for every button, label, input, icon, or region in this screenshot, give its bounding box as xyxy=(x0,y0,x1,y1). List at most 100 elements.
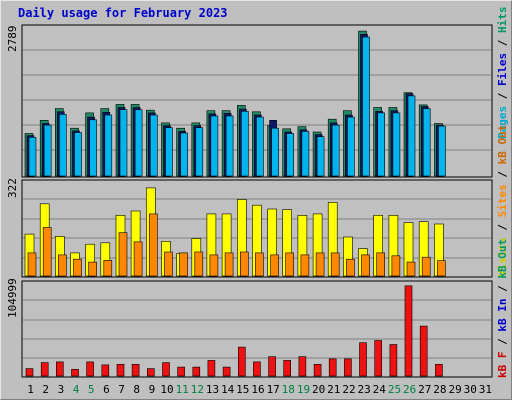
bar-sites xyxy=(73,258,82,277)
bar-pages xyxy=(89,119,97,177)
x-tick-label: 6 xyxy=(103,383,110,396)
x-tick-label: 10 xyxy=(160,383,173,396)
y-max-label: 104999 xyxy=(6,278,19,318)
x-tick-label: 16 xyxy=(251,383,264,396)
bar-kb-f xyxy=(344,358,352,377)
x-tick-label: 20 xyxy=(312,383,325,396)
bar-kb-f xyxy=(389,344,398,377)
chart-title: Daily usage for February 2023 xyxy=(18,6,228,20)
bar-pages xyxy=(241,111,249,177)
bar-sites xyxy=(179,252,188,277)
bar-sites xyxy=(315,252,325,277)
x-tick-label: 28 xyxy=(433,383,446,396)
x-tick-label: 7 xyxy=(118,383,125,396)
bar-kb-f xyxy=(298,356,307,377)
plot-area xyxy=(21,280,493,378)
right-legend-label: kB F / kB In / kB Out xyxy=(496,239,509,378)
legend-entry: / xyxy=(496,278,509,299)
bar-kb-f xyxy=(283,360,292,377)
bar-sites xyxy=(224,252,234,277)
bar-sites xyxy=(149,213,158,277)
bar-sites xyxy=(57,254,67,277)
bar-kb-f xyxy=(25,368,34,377)
legend-entry: Hits xyxy=(496,6,509,34)
bar-sites xyxy=(361,254,370,277)
x-tick-label: 15 xyxy=(236,383,249,396)
x-tick-label: 18 xyxy=(282,383,295,396)
x-tick-label: 8 xyxy=(133,383,140,396)
x-tick-label: 12 xyxy=(191,383,204,396)
bar-pages xyxy=(74,132,82,177)
bar-sites xyxy=(330,252,340,277)
bar-kb-f xyxy=(222,366,231,377)
bar-kb-f xyxy=(238,346,246,377)
bar-kb-f xyxy=(268,356,276,377)
legend-entry: kB Out xyxy=(496,238,509,279)
x-tick-label: 26 xyxy=(403,383,416,396)
bar-kb-f xyxy=(71,368,79,377)
x-tick-label: 29 xyxy=(448,383,461,396)
bar-kb-f xyxy=(162,362,170,377)
x-tick-label: 1 xyxy=(27,383,34,396)
bar-pages xyxy=(316,136,325,177)
bar-pages xyxy=(407,95,416,177)
bar-sites xyxy=(376,252,386,277)
x-tick-label: 13 xyxy=(206,383,219,396)
bar-kb-f xyxy=(207,360,216,377)
x-tick-label: 14 xyxy=(221,383,235,396)
x-tick-label: 9 xyxy=(149,383,156,396)
bar-sites xyxy=(391,255,401,277)
bar-pages xyxy=(134,109,143,177)
legend-entry: / xyxy=(496,164,509,185)
x-tick-label: 19 xyxy=(297,383,310,396)
bar-kb-f xyxy=(435,363,443,377)
bar-sites xyxy=(285,252,295,277)
bar-sites xyxy=(27,252,37,277)
bar-kb-f xyxy=(328,358,337,377)
bar-sites xyxy=(437,260,446,277)
bar-pages xyxy=(301,131,310,177)
bar-pages xyxy=(377,112,386,177)
x-tick-label: 11 xyxy=(176,383,189,396)
bar-pages xyxy=(392,112,401,177)
x-tick-label: 22 xyxy=(342,383,355,396)
x-tick-label: 27 xyxy=(418,383,431,396)
x-tick-label: 24 xyxy=(373,383,387,396)
bar-sites xyxy=(255,252,264,277)
bar-kb-f xyxy=(419,325,428,377)
bar-kb-f xyxy=(116,363,125,377)
bar-pages xyxy=(422,108,431,177)
bar-pages xyxy=(438,125,446,177)
bar-sites xyxy=(164,251,173,277)
x-tick-label: 2 xyxy=(42,383,49,396)
legend-entry: kB F xyxy=(496,351,509,379)
bar-sites xyxy=(118,232,128,277)
bar-pages xyxy=(119,109,128,177)
bar-sites xyxy=(270,254,279,277)
bar-sites xyxy=(194,251,204,277)
bar-pages xyxy=(331,124,340,177)
bar-kb-f xyxy=(253,361,261,377)
bar-sites xyxy=(406,261,416,277)
bar-pages xyxy=(58,114,67,177)
legend-entry: / xyxy=(496,331,509,352)
bar-pages xyxy=(271,127,279,177)
y-max-label: 2789 xyxy=(6,25,19,53)
bar-kb-f xyxy=(313,363,322,377)
bar-pages xyxy=(286,133,295,177)
bar-sites xyxy=(300,254,310,277)
x-tick-label: 3 xyxy=(58,383,65,396)
bar-pages xyxy=(150,114,158,177)
bar-kb-f xyxy=(177,366,185,377)
right-legend-label: Pages / Files / Hits xyxy=(496,7,509,140)
bar-pages xyxy=(43,124,52,177)
bar-sites xyxy=(240,251,249,277)
bar-sites xyxy=(133,241,143,277)
legend-entry: Sites xyxy=(496,184,509,218)
legend-entry: / xyxy=(496,33,509,53)
bar-pages xyxy=(104,114,113,177)
bar-sites xyxy=(88,261,97,277)
bar-sites xyxy=(42,227,52,277)
bar-kb-f xyxy=(40,362,49,377)
